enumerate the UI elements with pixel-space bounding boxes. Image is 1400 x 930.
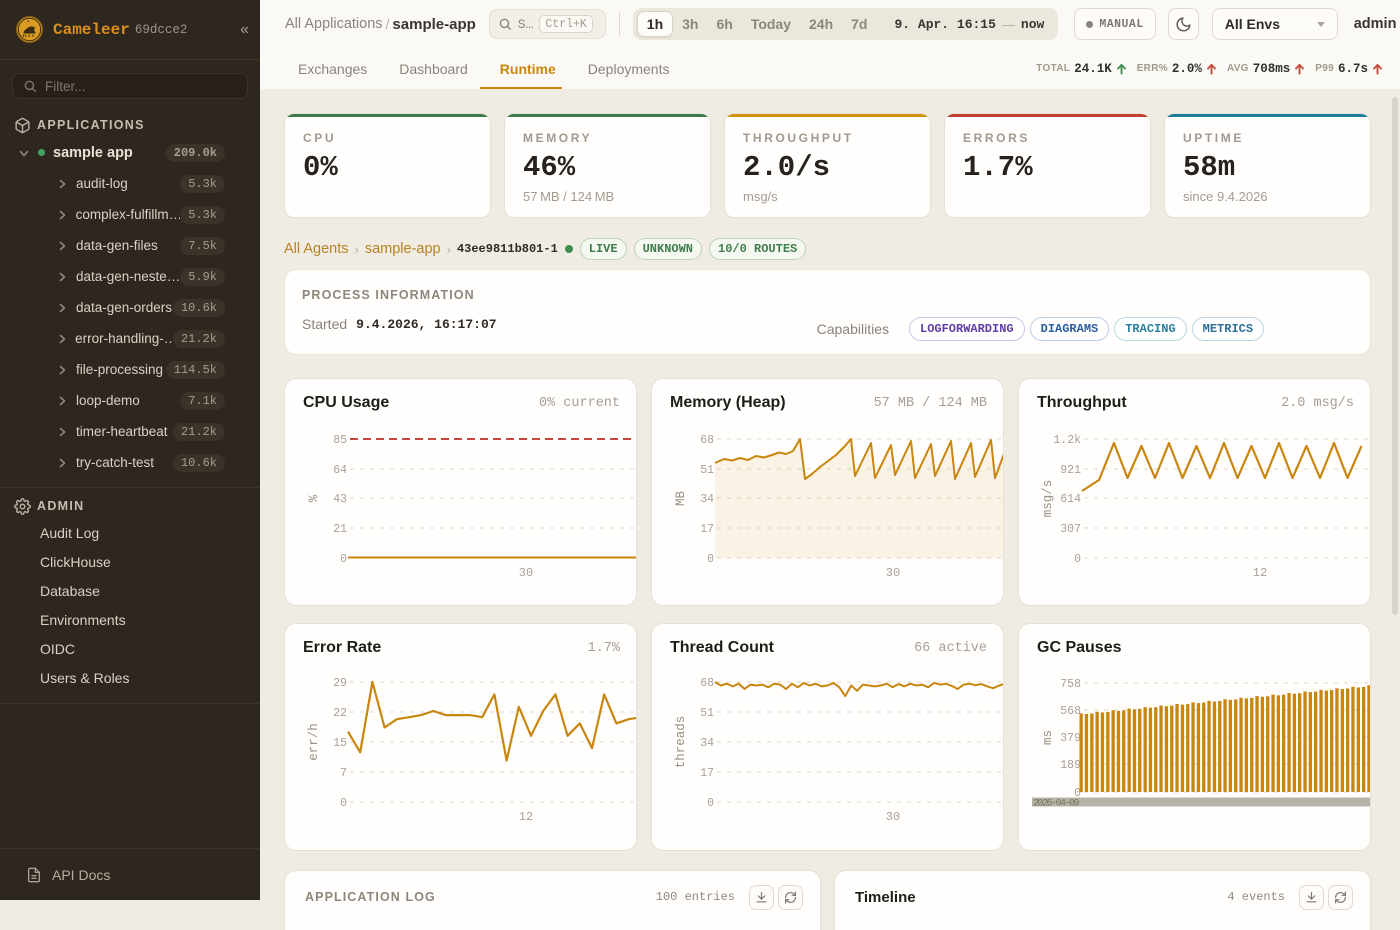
svg-text:921: 921 bbox=[1060, 464, 1081, 477]
svg-text:30: 30 bbox=[886, 810, 900, 824]
svg-text:21: 21 bbox=[333, 523, 347, 536]
svg-text:68: 68 bbox=[700, 677, 714, 690]
svg-text:%: % bbox=[307, 494, 321, 502]
svg-text:0: 0 bbox=[340, 797, 347, 810]
svg-text:30: 30 bbox=[886, 566, 900, 580]
svg-text:22: 22 bbox=[333, 707, 347, 720]
svg-text:msg/s: msg/s bbox=[1041, 480, 1055, 518]
svg-text:0: 0 bbox=[707, 553, 714, 566]
svg-text:17: 17 bbox=[700, 523, 714, 536]
svg-text:ms: ms bbox=[1041, 730, 1055, 745]
svg-text:threads: threads bbox=[674, 716, 688, 769]
svg-text:189: 189 bbox=[1060, 759, 1081, 772]
svg-text:68: 68 bbox=[700, 434, 714, 447]
svg-text:30: 30 bbox=[519, 566, 533, 580]
svg-text:29: 29 bbox=[333, 677, 347, 690]
svg-text:2026-04-09: 2026-04-09 bbox=[1033, 799, 1080, 810]
svg-text:12: 12 bbox=[519, 810, 533, 824]
svg-text:err/h: err/h bbox=[307, 723, 321, 761]
svg-text:1.2k: 1.2k bbox=[1053, 434, 1081, 447]
svg-text:64: 64 bbox=[333, 464, 347, 477]
svg-text:568: 568 bbox=[1060, 705, 1081, 718]
svg-text:43: 43 bbox=[333, 493, 347, 506]
svg-text:MB: MB bbox=[674, 491, 688, 507]
svg-text:614: 614 bbox=[1060, 493, 1081, 506]
svg-text:85: 85 bbox=[333, 434, 347, 447]
svg-text:0: 0 bbox=[707, 797, 714, 810]
svg-text:15: 15 bbox=[333, 737, 347, 750]
svg-text:0: 0 bbox=[340, 553, 347, 566]
svg-text:7: 7 bbox=[340, 767, 347, 780]
svg-text:12: 12 bbox=[1253, 566, 1267, 580]
svg-text:0: 0 bbox=[1074, 553, 1081, 566]
svg-text:0: 0 bbox=[1074, 787, 1081, 800]
svg-text:51: 51 bbox=[700, 464, 714, 477]
svg-text:758: 758 bbox=[1060, 678, 1081, 691]
svg-text:379: 379 bbox=[1060, 732, 1081, 745]
svg-text:307: 307 bbox=[1060, 523, 1081, 536]
svg-text:17: 17 bbox=[700, 767, 714, 780]
svg-text:34: 34 bbox=[700, 737, 714, 750]
svg-text:51: 51 bbox=[700, 707, 714, 720]
svg-text:34: 34 bbox=[700, 493, 714, 506]
